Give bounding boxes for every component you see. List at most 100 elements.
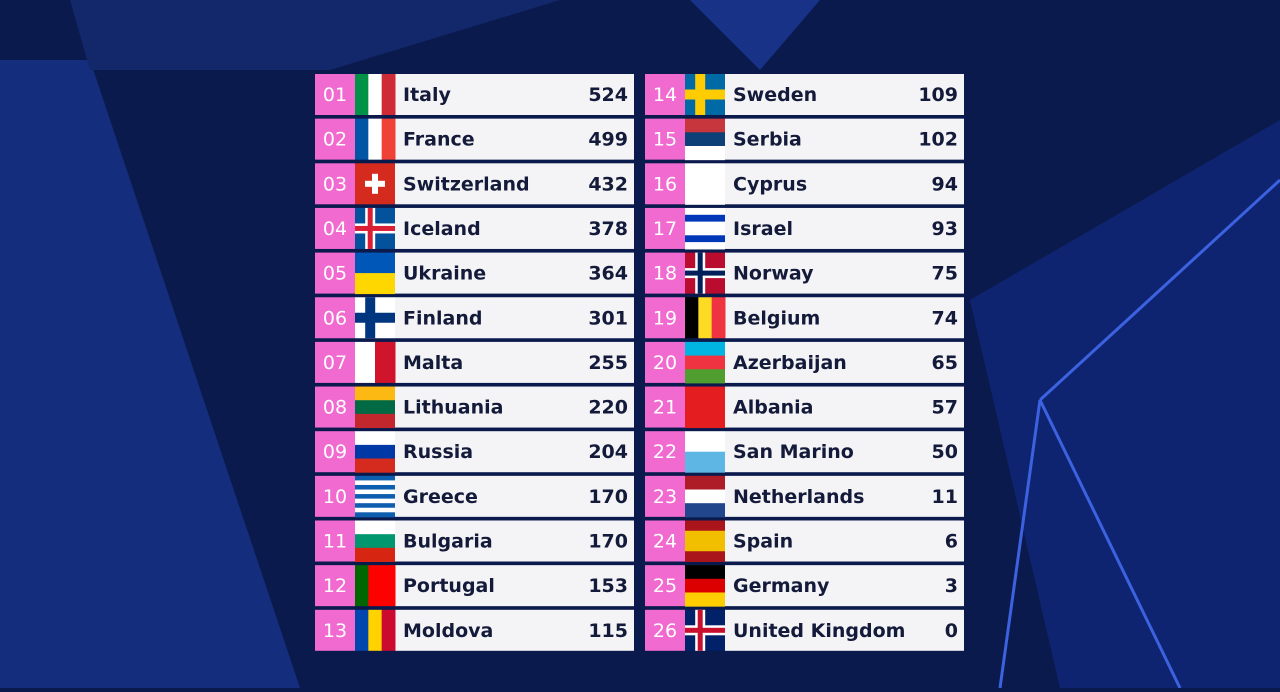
country-name: Norway — [733, 263, 814, 285]
flag-stripe — [685, 221, 725, 229]
flag-stripe — [381, 609, 396, 651]
country-name: Netherlands — [733, 486, 864, 508]
flag-stripe — [685, 118, 725, 133]
rank: 15 — [653, 129, 677, 151]
flag-cross — [355, 225, 395, 231]
flag — [685, 565, 725, 607]
country-name: Ukraine — [403, 263, 486, 285]
flag-stripe — [355, 444, 395, 460]
row-box — [725, 431, 964, 473]
country-name: Italy — [403, 84, 451, 106]
flag — [685, 74, 725, 115]
rank: 13 — [323, 620, 347, 642]
flag-stripe — [685, 214, 725, 223]
rank: 24 — [653, 531, 677, 553]
flag-stripe — [685, 475, 725, 491]
rank-box — [645, 252, 685, 294]
flag — [355, 118, 396, 160]
background-shape — [0, 60, 300, 688]
points: 364 — [588, 263, 628, 285]
flag-stripe — [355, 413, 395, 429]
row-box — [725, 609, 964, 651]
points: 301 — [588, 307, 628, 329]
points: 153 — [588, 575, 628, 597]
rank: 09 — [323, 441, 347, 463]
flag-stripe — [355, 494, 395, 500]
country-name: Malta — [403, 352, 463, 374]
rank-box — [315, 386, 355, 428]
country-name: Serbia — [733, 129, 802, 151]
flag — [355, 74, 396, 115]
country-name: Iceland — [403, 218, 481, 240]
flag — [355, 609, 396, 651]
points: 50 — [932, 441, 958, 463]
flag — [685, 163, 725, 205]
points: 378 — [588, 218, 628, 240]
points: 6 — [945, 531, 958, 553]
flag-stripe — [355, 512, 395, 518]
flag-stripe — [355, 400, 395, 415]
flag-stripe — [685, 235, 725, 243]
country-name: Belgium — [733, 307, 820, 329]
background-line — [1038, 178, 1280, 402]
country-name: San Marino — [733, 441, 854, 463]
flag-stripe — [355, 273, 395, 295]
flag-stripe — [685, 503, 725, 518]
flag — [685, 341, 725, 384]
row-box — [395, 341, 634, 383]
flag — [355, 163, 395, 205]
points: 94 — [932, 173, 958, 195]
row-box — [395, 163, 634, 205]
flag-stripe — [685, 242, 725, 250]
flag — [355, 565, 396, 607]
flag-stripe — [685, 207, 725, 216]
row-box — [395, 475, 634, 517]
flag-stripe — [685, 541, 725, 552]
rank: 03 — [323, 173, 347, 195]
row-box — [395, 297, 634, 339]
row-box — [725, 475, 964, 517]
rank: 17 — [653, 218, 677, 240]
rank: 11 — [323, 531, 347, 553]
flag-stripe — [381, 74, 396, 115]
points: 499 — [588, 129, 628, 151]
rank-box — [645, 386, 685, 428]
rank-box — [645, 609, 685, 651]
background-shape — [970, 120, 1280, 688]
rank: 25 — [653, 575, 677, 597]
flag-stripe — [685, 386, 725, 429]
flag-stripe — [355, 341, 376, 383]
row-box — [725, 386, 964, 428]
country-name: Moldova — [403, 620, 493, 642]
points: 57 — [932, 397, 958, 419]
flag-stripe — [355, 520, 395, 535]
row-box — [395, 565, 634, 607]
rank-box — [315, 565, 355, 607]
flag-stripe — [368, 74, 383, 115]
flag-stripe — [685, 132, 725, 147]
country-name: Albania — [733, 397, 814, 419]
row-box — [395, 118, 634, 160]
flag-stripe — [685, 355, 725, 370]
flag — [685, 207, 725, 250]
rank: 06 — [323, 307, 347, 329]
flag — [355, 431, 395, 473]
rank: 16 — [653, 173, 677, 195]
row-box — [725, 118, 964, 160]
flag-stripe — [368, 118, 383, 160]
rank: 23 — [653, 486, 677, 508]
flag-stripe — [685, 551, 725, 562]
country-name: Portugal — [403, 575, 495, 597]
flag-stripe — [355, 74, 369, 115]
points: 109 — [918, 84, 958, 106]
flag-stripe — [355, 484, 395, 491]
flag-stripe — [355, 252, 395, 274]
points: 74 — [932, 307, 958, 329]
background-shape — [690, 0, 820, 70]
flag-stripe — [685, 565, 725, 580]
flag-stripe — [685, 341, 725, 357]
points: 432 — [588, 173, 628, 195]
flag-stripe — [685, 431, 725, 453]
flag-stripe — [355, 118, 369, 160]
